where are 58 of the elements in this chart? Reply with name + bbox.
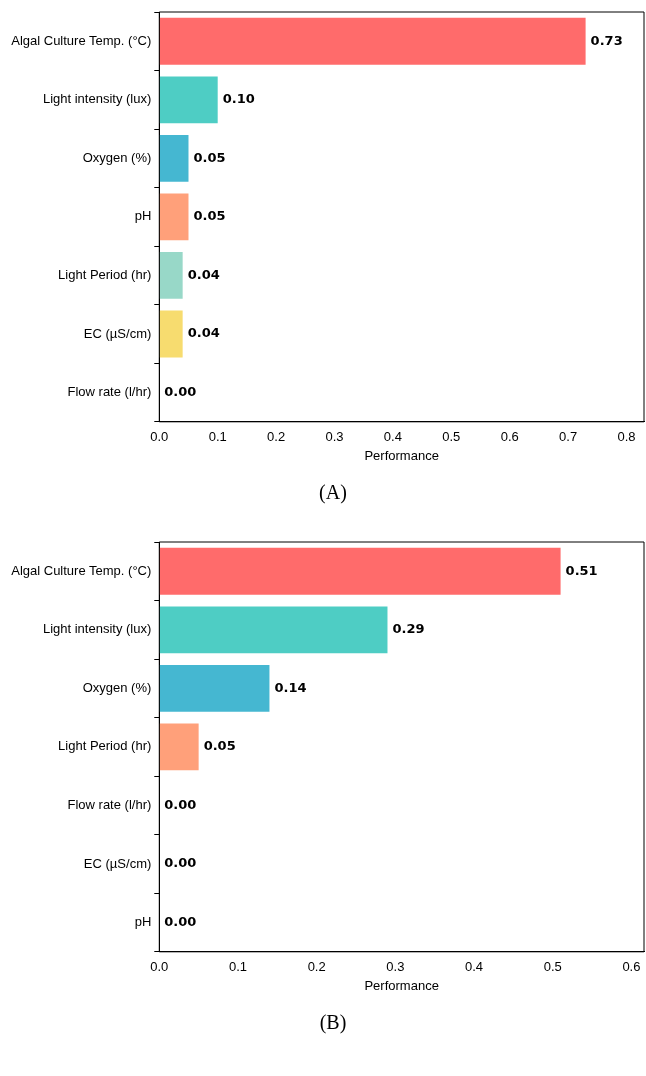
y-tick-label: Algal Culture Temp. (°C) bbox=[11, 562, 152, 578]
x-tick-label: 0.2 bbox=[267, 429, 286, 445]
y-tick-label: Algal Culture Temp. (°C) bbox=[11, 32, 152, 48]
data-label: 0.14 bbox=[274, 679, 307, 695]
x-tick-label: 0.2 bbox=[307, 959, 326, 975]
data-label: 0.05 bbox=[193, 208, 226, 224]
bar bbox=[159, 193, 189, 241]
y-tick-label: EC (µS/cm) bbox=[83, 325, 152, 341]
y-tick-label: Oxygen (%) bbox=[82, 679, 152, 695]
y-tick-label: Light Period (hr) bbox=[58, 738, 152, 754]
x-tick-label: 0.0 bbox=[150, 959, 169, 975]
y-tick-label: Oxygen (%) bbox=[82, 149, 152, 165]
bar bbox=[159, 723, 199, 771]
bar bbox=[159, 547, 561, 595]
x-tick-label: 0.3 bbox=[386, 959, 405, 975]
x-tick-label: 0.6 bbox=[622, 959, 641, 975]
data-label: 0.10 bbox=[222, 91, 255, 107]
data-label: 0.73 bbox=[590, 32, 623, 48]
bar bbox=[159, 134, 189, 182]
x-axis-title: Performance bbox=[364, 977, 439, 993]
text: (B) bbox=[318, 1010, 348, 1036]
x-tick-label: 0.4 bbox=[383, 429, 402, 445]
x-tick-label: 0.1 bbox=[228, 959, 248, 975]
y-tick-label: pH bbox=[134, 914, 152, 930]
x-tick-label: 0.0 bbox=[150, 429, 169, 445]
x-tick-label: 0.5 bbox=[543, 959, 562, 975]
y-tick-label: Light intensity (lux) bbox=[42, 91, 152, 107]
x-tick-label: 0.4 bbox=[465, 959, 484, 975]
x-tick-label: 0.8 bbox=[617, 429, 636, 445]
data-label: 0.05 bbox=[193, 149, 226, 165]
data-label: 0.00 bbox=[164, 796, 197, 812]
data-label: 0.51 bbox=[565, 562, 598, 578]
bar bbox=[159, 310, 183, 358]
data-label: 0.04 bbox=[187, 266, 220, 282]
bar bbox=[159, 664, 270, 712]
y-tick-label: Flow rate (l/hr) bbox=[67, 384, 152, 400]
data-label: 0.05 bbox=[203, 738, 236, 754]
bar bbox=[159, 17, 586, 65]
x-tick-label: 0.6 bbox=[500, 429, 519, 445]
x-tick-label: 0.7 bbox=[559, 429, 578, 445]
x-tick-label: 0.1 bbox=[208, 429, 227, 445]
x-tick-label: 0.5 bbox=[442, 429, 461, 445]
y-tick-label: pH bbox=[134, 208, 152, 224]
y-tick-label: Light intensity (lux) bbox=[42, 621, 152, 637]
y-tick-label: EC (µS/cm) bbox=[83, 855, 152, 871]
data-label: 0.29 bbox=[392, 621, 425, 637]
bar bbox=[159, 606, 388, 654]
data-label: 0.04 bbox=[187, 325, 220, 341]
x-axis-title: Performance bbox=[364, 447, 439, 463]
bar bbox=[159, 252, 183, 299]
y-tick-label: Flow rate (l/hr) bbox=[67, 797, 152, 813]
data-label: 0.00 bbox=[164, 913, 197, 929]
data-label: 0.00 bbox=[164, 383, 197, 399]
data-label: 0.00 bbox=[164, 855, 197, 871]
x-tick-label: 0.3 bbox=[325, 429, 344, 445]
y-tick-label: Light Period (hr) bbox=[58, 267, 152, 283]
bar bbox=[159, 76, 218, 124]
text: (A) bbox=[318, 480, 348, 506]
